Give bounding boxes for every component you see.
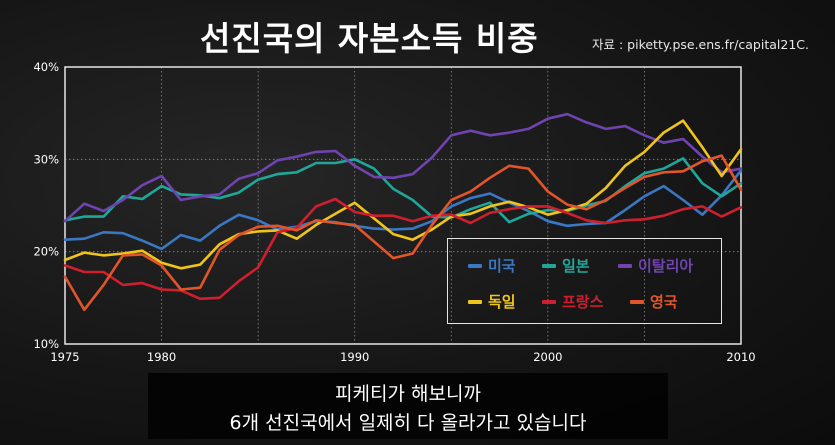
legend-item-germany: 독일 (468, 291, 516, 312)
series-line-3 (63, 119, 743, 270)
y-tick-label: 10% (33, 337, 59, 351)
legend-item-italy: 이탈리아 (618, 255, 693, 276)
series-line-2 (63, 112, 743, 223)
legend-item-france: 프랑스 (542, 291, 603, 312)
x-tick-label: 2000 (533, 350, 562, 364)
grid-layer (64, 66, 742, 345)
caption-line-2: 6개 선진국에서 일제히 다 올라가고 있습니다 (229, 412, 587, 434)
x-tick-label: 1990 (340, 350, 369, 364)
legend-item-usa: 미국 (468, 255, 516, 276)
legend-swatch-uk (630, 299, 644, 304)
legend-label-uk: 영국 (650, 293, 678, 311)
series-line-5 (63, 154, 743, 312)
legend-swatch-france (542, 299, 556, 304)
series-layer (63, 112, 743, 312)
x-tick-label: 1975 (50, 350, 79, 364)
x-tick-label: 2010 (726, 350, 755, 364)
y-tick-label: 40% (33, 60, 59, 74)
caption-box: 피케티가 해보니까 6개 선진국에서 일제히 다 올라가고 있습니다 (148, 373, 668, 439)
legend-swatch-usa (468, 263, 482, 268)
legend-swatch-japan (542, 263, 556, 268)
caption-line-1: 피케티가 해보니까 (335, 383, 481, 405)
chart-title: 선진국의 자본소득 비중 (200, 19, 539, 58)
legend-label-italy: 이탈리아 (638, 257, 694, 275)
legend-label-japan: 일본 (562, 257, 590, 275)
legend-swatch-italy (618, 263, 632, 268)
legend-swatch-germany (468, 299, 482, 304)
legend: 미국 일본 이탈리아 독일 프랑스 영국 (447, 238, 722, 324)
series-line-1 (63, 157, 743, 224)
legend-label-usa: 미국 (488, 257, 516, 275)
y-tick-label: 30% (33, 152, 59, 166)
legend-item-japan: 일본 (542, 255, 590, 276)
source-note: 자료 : piketty.pse.ens.fr/capital21C. (592, 37, 809, 52)
x-tick-label: 1980 (147, 350, 176, 364)
tick-layer: 10% 20% 30% 40% 1975 1980 1990 2000 2010 (33, 60, 755, 364)
plot-frame (64, 66, 742, 345)
series-line-4 (63, 197, 743, 301)
legend-label-germany: 독일 (488, 293, 516, 311)
legend-label-france: 프랑스 (562, 293, 604, 311)
y-tick-label: 20% (33, 245, 59, 259)
legend-item-uk: 영국 (630, 291, 678, 312)
series-line-0 (63, 169, 743, 251)
